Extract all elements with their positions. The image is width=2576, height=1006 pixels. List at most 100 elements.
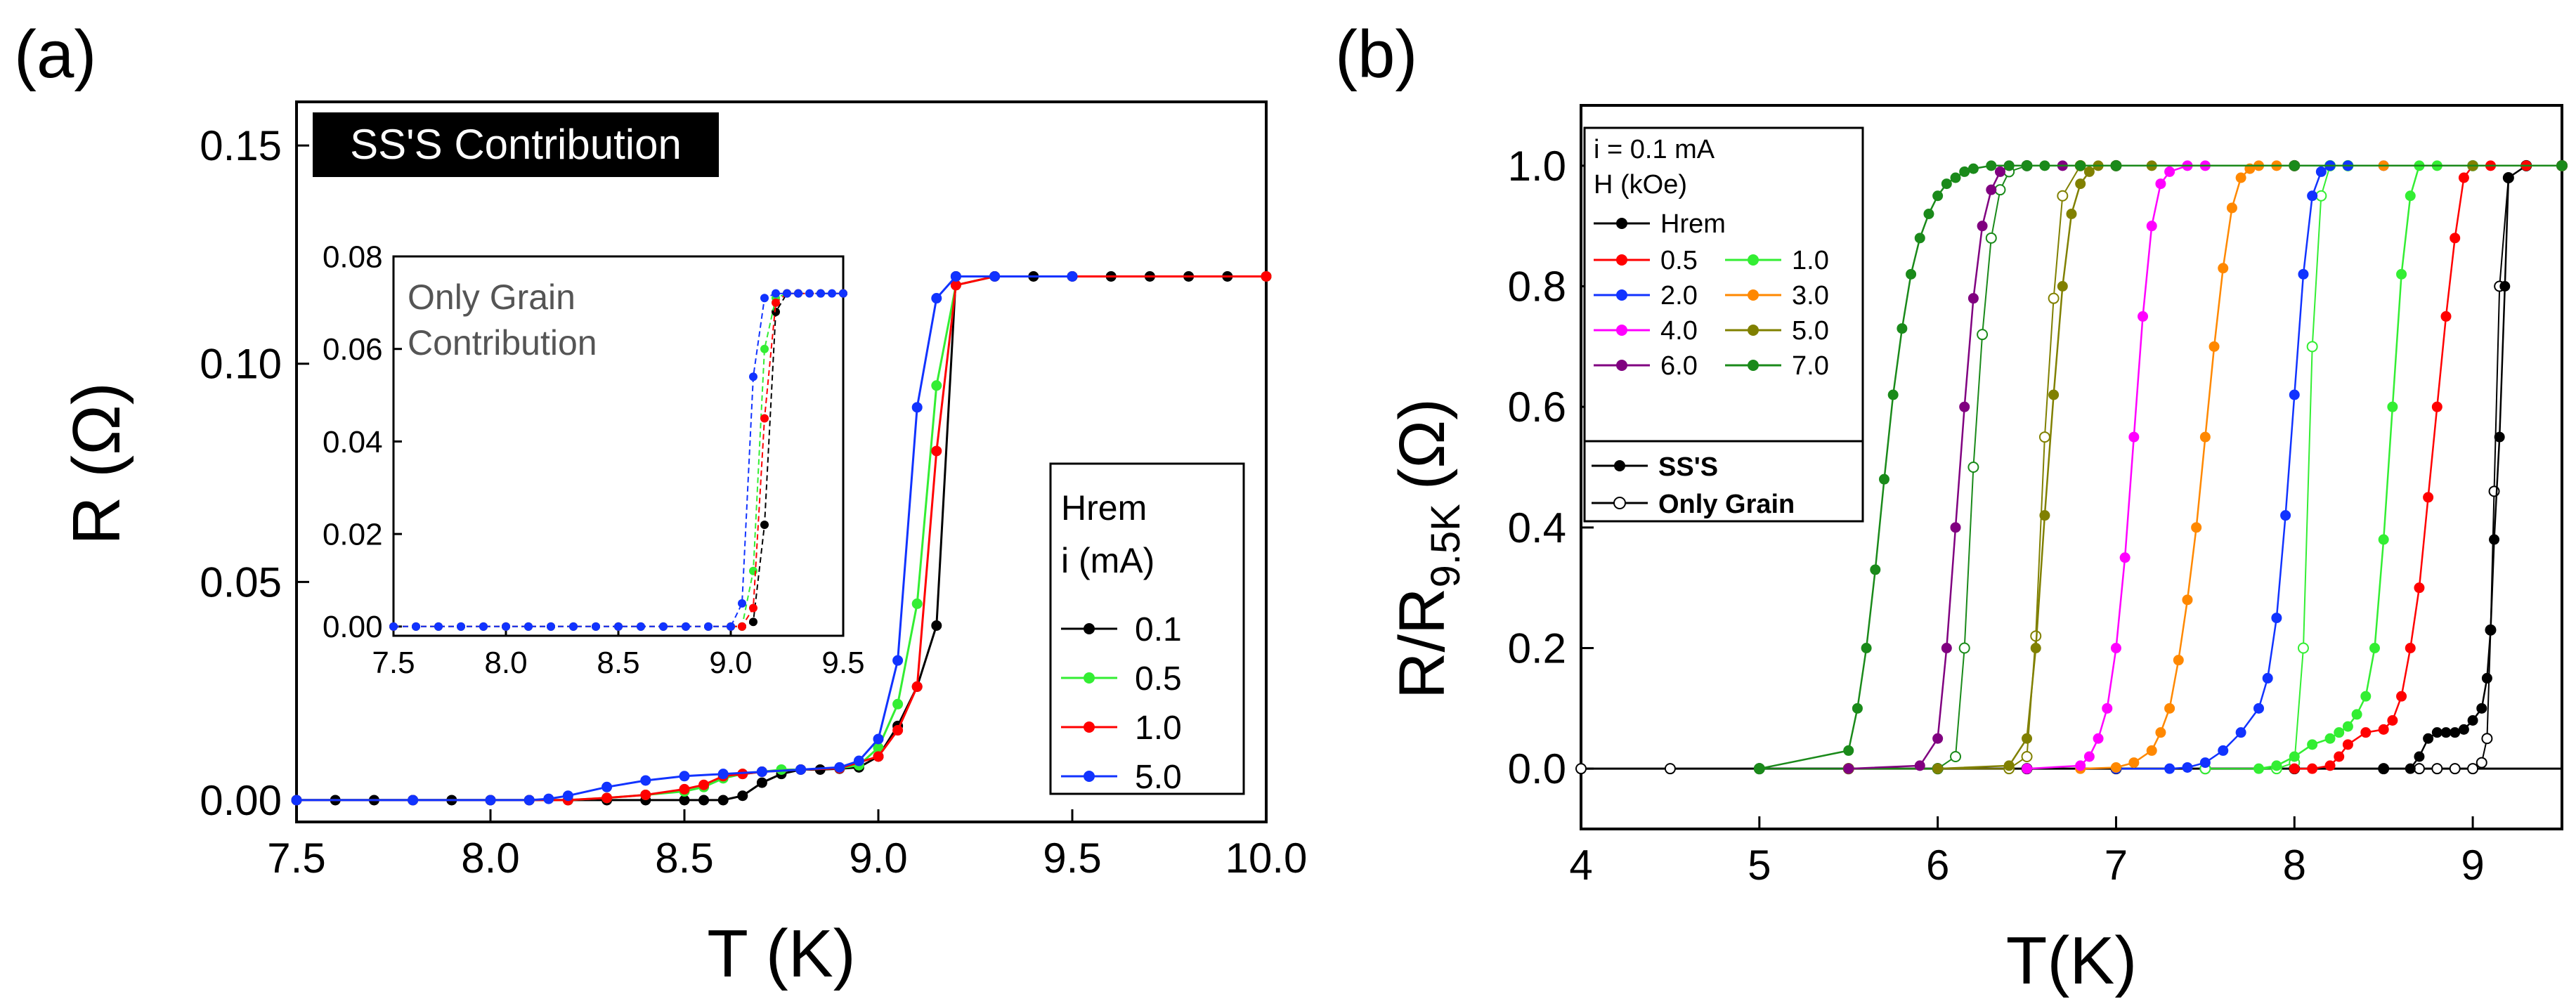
panel-b: (b) 0.0 0.2 0.4 0.6 0.8 1.0 4 5 6 7 8 9 T(K) R/R9.… <box>1335 17 2568 998</box>
series-a-5.0-point <box>795 764 807 775</box>
panel-a-legend-title-2: i (mA) <box>1061 541 1154 580</box>
series-inset-5.0-point <box>614 622 623 631</box>
series-b-hollow-point <box>2315 190 2327 202</box>
legend-marker-0.1 <box>1084 623 1095 634</box>
series-b-hollow-line <box>1759 164 2562 770</box>
panel-a-legend-items: 0.1 0.5 1.0 5.0 <box>1061 611 1182 796</box>
legend-label-sss: SS'S <box>1658 452 1718 482</box>
series-b-hollow-point <box>1985 232 1997 244</box>
series-a-5.0-point <box>1067 270 1078 282</box>
series-b-hollow-point <box>2048 292 2060 304</box>
series-b-1.0-point <box>2342 721 2353 732</box>
series-b-hollow-point <box>1664 763 1676 775</box>
series-b-5.0-point <box>2039 510 2050 521</box>
series-b-7.0-point <box>2110 160 2121 171</box>
series-b-2.0-point <box>2271 613 2282 624</box>
legend-entry-sss: SS'S <box>1592 452 1718 482</box>
series-b-0.5-point <box>2423 492 2434 503</box>
panel-a-ytick-label: 0.15 <box>200 122 282 169</box>
panel-a-label: (a) <box>14 17 96 92</box>
panel-b-xtick-label: 9 <box>2461 842 2484 889</box>
series-b-1.0-point <box>2271 760 2282 771</box>
panel-a-inset: Only Grain Contribution 0.00 0.02 0.04 0.06… <box>323 240 865 679</box>
panel-a-ytick-label: 0.00 <box>200 777 282 824</box>
legend-label-5.0: 5.0 <box>1135 759 1182 796</box>
panel-a-legend: Hrem i (mA) 0.1 0.5 1.0 5.0 <box>1049 462 1245 796</box>
legend-marker-b-4.0 <box>1616 325 1627 336</box>
series-a-0.1-point <box>737 790 748 802</box>
series-b-5.0-point <box>2003 760 2015 771</box>
series-b-hollow-point <box>1967 462 1979 473</box>
panel-a-inset-label-1: Only Grain <box>408 277 575 317</box>
series-inset-5.0-point <box>783 289 791 298</box>
panel-a-xtick-label: 10.0 <box>1225 835 1308 882</box>
series-b-7.0-point <box>1852 703 1863 714</box>
panel-b-legend: i = 0.1 mA H (kOe) Hrem 0.5 1.0 2.0 3.0 4.0 5.… <box>1583 126 1864 523</box>
series-inset-1.0-point <box>749 603 757 613</box>
series-b-6.0-point <box>1977 221 1988 232</box>
legend-marker-b-5.0 <box>1748 325 1759 336</box>
panel-b-yaxis: 0.0 0.2 0.4 0.6 0.8 1.0 <box>1508 143 1594 792</box>
series-inset-1.0-point <box>738 622 746 631</box>
legend-label-b-4.0: 4.0 <box>1660 316 1698 346</box>
series-b-Hrem-point <box>2414 751 2425 762</box>
series-b-6.0-point <box>1941 643 1952 653</box>
series-a-5.0-point <box>543 793 554 804</box>
series-b-3.0-point <box>2182 594 2193 606</box>
legend-label-b-0.5: 0.5 <box>1660 246 1698 275</box>
series-inset-0.1-point <box>749 618 757 627</box>
panel-a-xtick-label: 8.5 <box>655 835 713 882</box>
series-b-2.0-point <box>2235 727 2246 738</box>
series-b-6.0-line <box>1848 164 2562 770</box>
series-b-hollow-point <box>1977 329 1989 341</box>
series-b-0.5-point <box>2289 763 2300 774</box>
series-b-7.0-point <box>1967 163 1979 174</box>
legend-label-b-6.0: 6.0 <box>1660 351 1698 381</box>
series-b-6.0-point <box>1914 760 1925 771</box>
series-inset-5.0-point <box>434 622 443 631</box>
panel-b-ytick-label: 0.2 <box>1508 625 1566 672</box>
series-inset-5.0-point <box>682 622 690 631</box>
series-b-4.0-point <box>2138 311 2149 322</box>
panel-a-ytick-label: 0.10 <box>200 341 282 388</box>
series-inset-5.0-point <box>839 289 847 298</box>
series-b-7.0-point <box>1986 160 1997 171</box>
series-b-hollow-point <box>2467 763 2479 775</box>
series-b-2.0-point <box>2262 672 2273 684</box>
series-b-0.5-point <box>2440 311 2452 322</box>
legend-marker-b-6.0 <box>1616 360 1627 371</box>
series-inset-5.0-point <box>502 622 510 631</box>
panel-a-inset-xtick-label: 7.5 <box>372 646 415 680</box>
panel-b-ytick-label: 1.0 <box>1508 143 1566 190</box>
series-b-hollow-point <box>2057 190 2069 202</box>
legend-marker-only-grain <box>1613 497 1626 509</box>
panel-b-ytick-label: 0.0 <box>1508 745 1566 792</box>
legend-label-b-3.0: 3.0 <box>1792 281 1829 311</box>
panel-a-xtick-label: 9.0 <box>849 835 907 882</box>
panel-b-xlabel: T(K) <box>2006 923 2138 998</box>
series-inset-0.5-point <box>749 566 757 575</box>
series-b-1.0-point <box>2405 190 2416 202</box>
panel-b-series <box>1575 159 2568 775</box>
series-b-7.0-point <box>1923 209 1934 219</box>
panel-b-legend-header-1: i = 0.1 mA <box>1594 135 1715 164</box>
panel-b-legend-header-2: H (kOe) <box>1594 170 1687 200</box>
series-b-7.0-point <box>1941 178 1952 190</box>
series-a-5.0-point <box>717 769 729 780</box>
series-b-7.0-point <box>1914 233 1925 244</box>
series-inset-5.0-point <box>569 622 578 631</box>
series-inset-5.0-point <box>547 622 555 631</box>
series-b-3.0-point <box>2226 202 2237 214</box>
series-a-5.0-point <box>853 755 864 766</box>
series-a-5.0-point <box>485 795 496 806</box>
legend-label-b-1.0: 1.0 <box>1792 246 1829 275</box>
legend-marker-b-0.5 <box>1616 254 1627 266</box>
series-b-0.5-point <box>2431 401 2442 412</box>
series-b-3.0-point <box>2199 431 2211 443</box>
series-inset-5.0-point <box>524 622 533 631</box>
series-b-1.0-point <box>2369 643 2380 653</box>
series-a-5.0-point <box>601 781 613 792</box>
panel-a-inset-label-2: Contribution <box>408 323 597 362</box>
legend-marker-b-3.0 <box>1748 289 1759 301</box>
